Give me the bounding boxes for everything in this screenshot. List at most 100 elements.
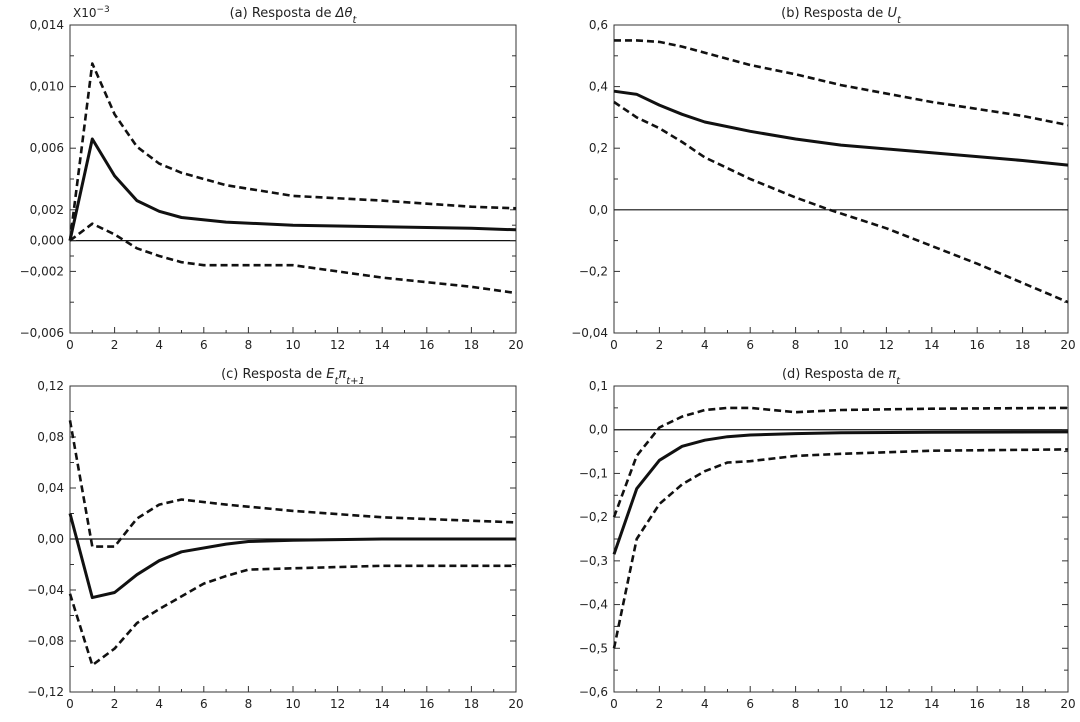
x-tick-label: 12 (330, 338, 345, 352)
x-tick-label: 4 (701, 338, 709, 352)
y-tick-label: −0,12 (27, 685, 64, 699)
x-tick-label: 16 (970, 338, 985, 352)
y-tick-label: 0,04 (37, 481, 64, 495)
multiplier-exp: −3 (97, 5, 110, 15)
y-tick-label: −0,3 (579, 554, 608, 568)
y-tick-label: 0,002 (30, 203, 64, 217)
y-tick-label: 0,00 (37, 532, 64, 546)
y-tick-label: −0,006 (20, 326, 64, 340)
x-tick-label: 8 (245, 697, 253, 711)
y-tick-label: 0,08 (37, 430, 64, 444)
y-tick-label: 0,006 (30, 141, 64, 155)
multiplier-base: X10 (73, 6, 97, 20)
x-tick-label: 0 (66, 697, 74, 711)
y-tick-label: −0,5 (579, 641, 608, 655)
panel-title: (c) Resposta de Etπt+1 (221, 367, 365, 387)
confidence-band-line (69, 222, 517, 295)
x-tick-label: 20 (1060, 697, 1075, 711)
y-tick-label: −0,1 (579, 466, 608, 480)
y-tick-label: 0,000 (30, 234, 64, 248)
y-tick-label: 0,1 (589, 379, 608, 393)
title-sub2: t+1 (346, 376, 365, 387)
x-tick-label: 6 (200, 697, 208, 711)
y-tick-label: 0,0 (589, 423, 608, 437)
title-sub: t (896, 376, 901, 387)
panel-title: (b) Resposta de Ut (781, 6, 902, 26)
x-tick-label: 16 (419, 697, 434, 711)
response-line (612, 430, 1069, 555)
response-line (68, 137, 517, 241)
confidence-band-line (68, 420, 517, 548)
x-tick-label: 6 (200, 338, 208, 352)
title-prefix: (b) Resposta de (781, 6, 887, 21)
plot-frame (69, 24, 517, 334)
y-tick-label: 0,014 (30, 18, 64, 32)
x-tick-label: 8 (792, 338, 800, 352)
confidence-band-line (68, 62, 517, 241)
x-tick-label: 18 (1015, 338, 1030, 352)
x-tick-label: 12 (879, 338, 894, 352)
x-tick-label: 4 (701, 697, 709, 711)
y-tick-label: 0,010 (30, 80, 64, 94)
y-tick-label: −0,2 (579, 510, 608, 524)
y-tick-label: −0,6 (579, 685, 608, 699)
x-tick-label: 14 (375, 697, 390, 711)
x-tick-label: 8 (792, 697, 800, 711)
x-tick-label: 20 (1060, 338, 1075, 352)
response-line (68, 513, 516, 600)
title-sub: t (897, 15, 902, 26)
x-tick-label: 0 (610, 697, 618, 711)
x-tick-label: 8 (245, 338, 253, 352)
y-tick-label: −0,04 (27, 583, 64, 597)
x-tick-label: 18 (1015, 697, 1030, 711)
panel-title: (a) Resposta de Δθt (230, 6, 358, 26)
x-tick-label: 12 (879, 697, 894, 711)
response-line (613, 89, 1069, 167)
y-tick-label: 0,12 (37, 379, 64, 393)
chart-panel: −0,04 −0,2 0,0 0,2 0,4 0,6 0 2 4 6 8 10 12 14 16 18 20 (b… (571, 6, 1075, 352)
x-tick-label: 10 (833, 338, 848, 352)
x-tick-label: 10 (285, 338, 300, 352)
x-tick-label: 16 (419, 338, 434, 352)
x-tick-label: 2 (656, 338, 664, 352)
confidence-band-line (612, 448, 1069, 649)
title-math: π (888, 367, 896, 382)
title-math2: π (338, 367, 346, 382)
x-tick-label: 18 (464, 697, 479, 711)
x-tick-label: 2 (111, 338, 119, 352)
x-tick-label: 14 (375, 338, 390, 352)
x-tick-label: 4 (155, 338, 163, 352)
y-multiplier: X10−3 (73, 5, 110, 20)
y-tick-label: −0,4 (579, 598, 608, 612)
confidence-band-line (613, 100, 1069, 304)
confidence-band-line (612, 406, 1069, 518)
title-math: E (326, 367, 335, 382)
y-tick-label: 0,6 (589, 18, 608, 32)
title-sub: t (352, 15, 357, 26)
x-tick-label: 0 (66, 338, 74, 352)
x-tick-label: 6 (746, 338, 754, 352)
x-tick-label: 10 (833, 697, 848, 711)
title-sub: t (335, 376, 340, 387)
x-tick-label: 18 (464, 338, 479, 352)
x-tick-label: 2 (111, 697, 119, 711)
x-tick-label: 14 (924, 338, 939, 352)
y-tick-label: 0,2 (589, 141, 608, 155)
chart-panel: −0,6 −0,5 −0,4 −0,3 −0,2 −0,1 0,0 0,1 0 2 4 6 8 10 12 1… (579, 367, 1076, 711)
x-tick-label: 4 (155, 697, 163, 711)
y-tick-label: −0,08 (27, 634, 64, 648)
title-prefix: (d) Resposta de (782, 367, 888, 382)
title-math: U (887, 6, 897, 21)
confidence-band-line (68, 564, 516, 667)
panel-title: (d) Resposta de πt (782, 367, 901, 387)
chart-panel: −0,006 −0,002 0,000 0,002 0,006 0,010 0,014 0 2 4… (20, 5, 524, 352)
title-prefix: (a) Resposta de (230, 6, 336, 21)
x-tick-label: 20 (508, 697, 523, 711)
title-prefix: (c) Resposta de (221, 367, 326, 382)
x-tick-label: 2 (656, 697, 664, 711)
x-tick-label: 12 (330, 697, 345, 711)
y-tick-label: −0,2 (579, 264, 608, 278)
y-tick-label: 0,0 (589, 203, 608, 217)
